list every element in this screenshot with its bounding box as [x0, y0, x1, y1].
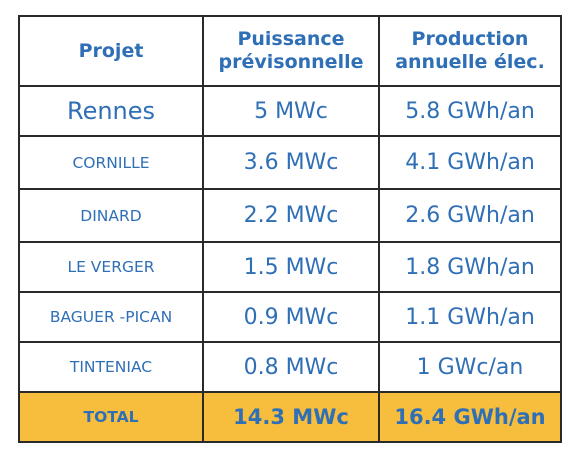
projects-table-container: Projet Puissance prévisonnelle Productio…: [18, 15, 562, 443]
cell-puissance: 2.2 MWc: [202, 188, 380, 243]
cell-production: 4.1 GWh/an: [378, 135, 562, 190]
header-production-line1: Production: [411, 28, 529, 50]
table-total-row: TOTAL 14.3 MWc 16.4 GWh/an: [18, 391, 562, 443]
cell-puissance: 5 MWc: [202, 85, 380, 137]
header-puissance: Puissance prévisonnelle: [202, 15, 380, 87]
table-row: TINTENIAC 0.8 MWc 1 GWc/an: [18, 341, 562, 393]
table-header-row: Projet Puissance prévisonnelle Productio…: [18, 15, 562, 87]
total-label: TOTAL: [18, 391, 204, 443]
cell-puissance: 0.9 MWc: [202, 291, 380, 343]
header-puissance-line2: prévisonnelle: [218, 51, 364, 73]
cell-projet: BAGUER -PICAN: [18, 291, 204, 343]
total-production: 16.4 GWh/an: [378, 391, 562, 443]
cell-projet: Rennes: [18, 85, 204, 137]
cell-projet: DINARD: [18, 188, 204, 243]
header-production-line2: annuelle élec.: [395, 51, 545, 73]
header-production: Production annuelle élec.: [378, 15, 562, 87]
cell-projet: TINTENIAC: [18, 341, 204, 393]
cell-puissance: 0.8 MWc: [202, 341, 380, 393]
cell-production: 1.1 GWh/an: [378, 291, 562, 343]
header-projet: Projet: [18, 15, 204, 87]
cell-production: 2.6 GWh/an: [378, 188, 562, 243]
table-row: BAGUER -PICAN 0.9 MWc 1.1 GWh/an: [18, 291, 562, 343]
table-row: DINARD 2.2 MWc 2.6 GWh/an: [18, 188, 562, 243]
cell-production: 1 GWc/an: [378, 341, 562, 393]
table-row: CORNILLE 3.6 MWc 4.1 GWh/an: [18, 135, 562, 190]
table-row: Rennes 5 MWc 5.8 GWh/an: [18, 85, 562, 137]
projects-table: Projet Puissance prévisonnelle Productio…: [18, 15, 562, 443]
table-row: LE VERGER 1.5 MWc 1.8 GWh/an: [18, 241, 562, 293]
cell-puissance: 3.6 MWc: [202, 135, 380, 190]
cell-puissance: 1.5 MWc: [202, 241, 380, 293]
header-puissance-line1: Puissance: [237, 28, 345, 50]
cell-projet: LE VERGER: [18, 241, 204, 293]
cell-production: 1.8 GWh/an: [378, 241, 562, 293]
header-projet-label: Projet: [78, 39, 144, 62]
cell-projet: CORNILLE: [18, 135, 204, 190]
cell-production: 5.8 GWh/an: [378, 85, 562, 137]
total-puissance: 14.3 MWc: [202, 391, 380, 443]
